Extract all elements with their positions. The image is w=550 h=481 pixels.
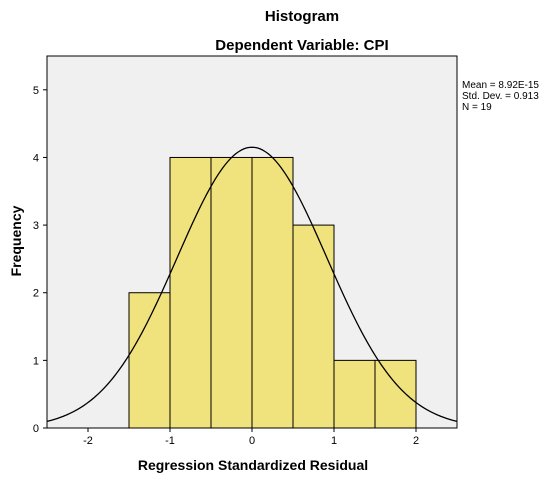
x-tick-label: -1	[165, 435, 175, 447]
x-axis: -2 -1 0 1 2	[83, 428, 419, 447]
x-axis-label: Regression Standardized Residual	[138, 457, 368, 473]
stats-mean: Mean = 8.92E-15	[462, 80, 539, 91]
y-tick-label: 3	[33, 220, 39, 232]
y-axis: 0 1 2 3 4 5	[33, 85, 47, 435]
histogram-bar-6	[374, 359, 417, 429]
stats-n: N = 19	[462, 102, 492, 113]
stats-std-dev: Std. Dev. = 0.913	[462, 91, 539, 102]
histogram-bar-4	[292, 224, 335, 429]
x-tick-label: 0	[249, 435, 255, 447]
bars-group	[128, 156, 417, 429]
y-tick-label: 5	[33, 85, 39, 97]
y-axis-label: Frequency	[8, 205, 24, 276]
y-tick-label: 4	[33, 152, 39, 164]
x-tick-label: 2	[413, 435, 419, 447]
y-tick-label: 2	[33, 288, 39, 300]
y-tick-label: 1	[33, 355, 39, 367]
x-tick-label: 1	[331, 435, 337, 447]
normal-curve	[46, 146, 458, 423]
chart-title: Histogram	[265, 8, 339, 25]
y-tick-label: 0	[33, 423, 39, 435]
histogram-bar-1	[169, 156, 212, 429]
histogram-bar-5	[333, 359, 376, 429]
stats-box: Mean = 8.92E-15 Std. Dev. = 0.913 N = 19	[462, 80, 539, 113]
histogram-bar-2	[210, 156, 253, 429]
chart-subtitle: Dependent Variable: CPI	[215, 37, 388, 54]
histogram-bar-0	[128, 292, 171, 429]
x-tick-label: -2	[83, 435, 93, 447]
histogram-bar-3	[251, 156, 294, 429]
